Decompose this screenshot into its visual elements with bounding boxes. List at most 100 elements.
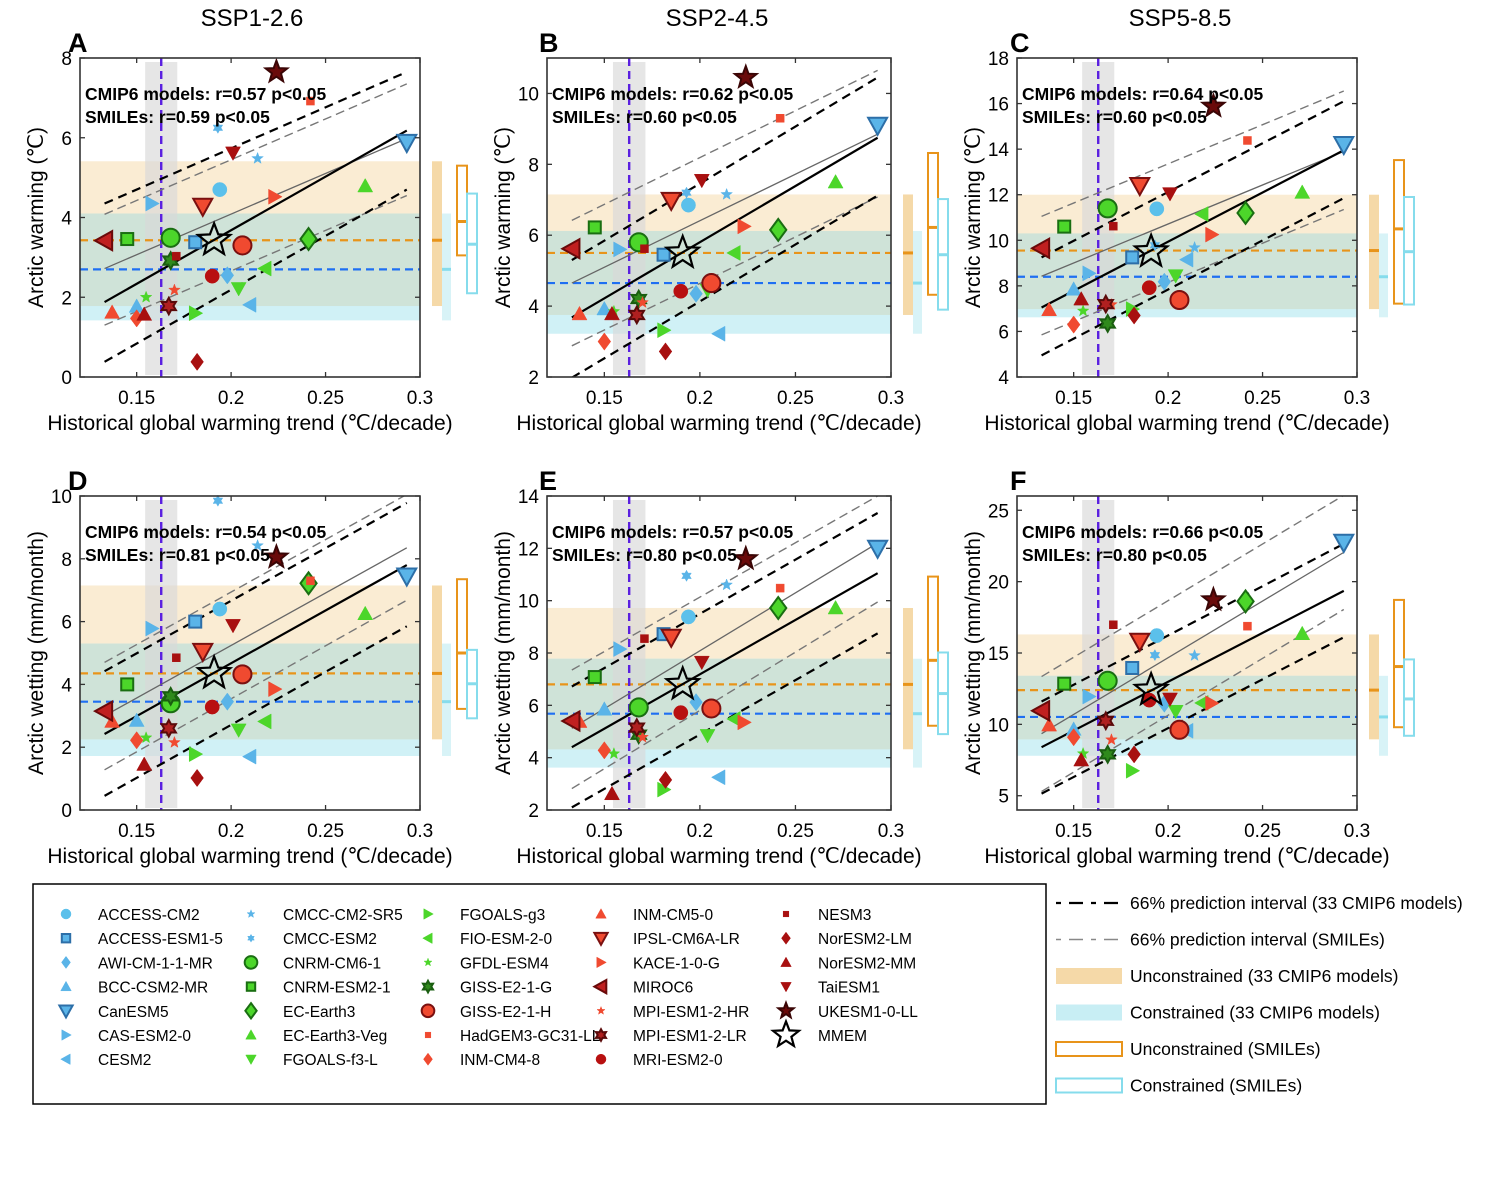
legend-label: CNRM-ESM2-1 [283,980,391,997]
smiles-unconstrained-box [1393,159,1405,305]
point-cnrm-esm2-1 [587,670,602,685]
y-axis-label: Arctic wetting (mm/month) [492,531,515,775]
point-kace-1-0-g [1205,695,1220,712]
point-cnrm-esm2-1 [1057,676,1072,691]
point-noresm2-mm [136,306,153,321]
point-miroc6 [1029,699,1051,723]
y-tick-label: 12 [518,539,539,560]
x-tick-label: 0.25 [1244,821,1281,842]
legend-marker-ec-earth3 [244,1001,258,1021]
point-noresm2-lm [658,342,673,361]
point-mpi-esm1-2-hr [168,735,181,748]
cmip6-fit-line [1041,149,1345,309]
point-noresm2-lm [658,770,673,789]
plot-area [80,58,420,377]
legend: ACCESS-CM2 ACCESS-ESM1-5 AWI-CM-1-1-MR BCC-… [32,883,1047,1105]
point-cnrm-esm2-1 [1057,219,1072,234]
correlation-cmip6: CMIP6 models: r=0.57 p<0.05 [552,522,793,542]
constrained-range-bar [442,213,451,321]
point-ec-earth3 [1236,200,1255,226]
legend-label: CAS-ESM2-0 [98,1028,191,1045]
legend-extra-item: Unconstrained (33 CMIP6 models) [1056,966,1398,986]
y-tick-label: 4 [528,297,539,318]
legend-extra-item: Unconstrained (SMILEs) [1055,1039,1321,1059]
point-mri-esm2-0 [673,283,689,299]
legend-extra-label: Unconstrained (33 CMIP6 models) [1130,966,1398,986]
point-taiesm1 [225,619,241,634]
point-mpi-esm1-2-lr [627,304,646,326]
point-nesm3 [1109,620,1118,629]
legend-label: MMEM [818,1028,867,1045]
column-title-ssp126: SSP1-2.6 [201,5,304,32]
point-fgoals-f3-l [1167,269,1184,284]
x-tick-label: 0.25 [777,388,814,409]
x-axis-label: Historical global warming trend (℃/decad… [47,412,452,435]
x-axis-label: Historical global warming trend (℃/decad… [516,412,921,435]
legend-label: CMCC-CM2-SR5 [283,907,403,924]
smiles-unconstrained-box [456,578,468,710]
point-mri-esm2-0 [204,699,220,715]
legend-item: FGOALS-f3-L [245,1052,378,1069]
legend-label: INM-CM5-0 [633,907,713,924]
y-tick-label: 2 [61,738,72,759]
y-tick-label: 14 [518,487,540,508]
legend-marker-awi-cm-1-1-mr [61,955,71,969]
legend-item: GISS-E2-1-H [420,1003,551,1021]
point-bcc-csm2-mr [596,300,613,316]
cmip6-fit-line [571,572,879,749]
point-cmcc-cm2-sr5 [720,187,734,200]
axes-frame [546,57,892,378]
panel-B: 0.15 0.2 0.25 0.3 2 4 6 8 10 Historical global wa… [492,28,949,435]
point-ec-earth3 [768,595,788,621]
point-taiesm1 [693,174,710,189]
legend-item: CMCC-ESM2 [247,931,377,948]
legend-item: INM-CM4-8 [423,1052,540,1069]
y-tick-label: 10 [518,84,539,105]
legend-item: FIO-ESM-2-0 [422,931,553,948]
point-cas-esm2-0 [1082,265,1097,282]
legend-item: UKESM1-0-LL [775,999,918,1021]
legend-label: MRI-ESM2-0 [633,1052,723,1069]
y-tick-label: 8 [528,644,539,665]
point-fgoals-f3-l [699,729,716,744]
smiles-unconstrained-box [456,164,468,257]
smiles-fit-line [571,133,878,284]
point-giss-e2-1-h [1169,289,1190,311]
y-tick-label: 0 [61,801,72,822]
unconstrained-range-bar [432,161,442,307]
point-access-cm2 [212,182,228,197]
y-tick-label: 6 [61,129,72,150]
column-title-ssp245: SSP2-4.5 [666,5,769,32]
legend-item: FGOALS-g3 [423,907,545,924]
legend-marker-mpi-esm1-2-lr [594,1027,608,1043]
point-hadgem3-gc31-ll [775,583,785,593]
legend-label: NESM3 [818,907,871,924]
x-tick-label: 0.25 [307,388,344,409]
legend-label: IPSL-CM6A-LR [633,931,740,948]
point-noresm2-mm [1073,752,1090,767]
legend-item: MRI-ESM2-0 [595,1052,723,1069]
legend-marker-miroc6 [592,978,608,995]
side-range-bars [432,578,478,756]
point-cmcc-cm2-sr5 [1188,240,1202,253]
point-fgoals-f3-l [1167,704,1184,720]
point-mmem [195,653,234,690]
x-tick-label: 0.3 [407,821,433,842]
point-fgoals-g3 [188,305,204,322]
point-awi-cm-1-1-mr [689,284,703,303]
point-cmcc-cm2-sr5 [251,538,264,552]
point-ipsl-cm6a-lr [1128,177,1151,198]
correlation-smiles: SMILEs: r=0.80 p<0.05 [1022,545,1207,565]
point-ec-earth3 [299,226,318,252]
point-access-cm2 [212,601,228,617]
y-tick-label: 4 [61,675,72,696]
legend-marker-gfdl-esm4 [423,957,433,967]
cmip6-pi-upper [1041,542,1345,703]
point-access-esm1-5 [1125,660,1140,675]
point-noresm2-mm [1073,291,1090,306]
point-nesm3 [172,251,181,261]
point-cnrm-cm6-1 [1097,670,1118,691]
cmip6-fit-line [104,129,408,303]
legend-item: EC-Earth3 [244,1001,355,1021]
legend-marker-fgoals-g3 [423,908,434,920]
